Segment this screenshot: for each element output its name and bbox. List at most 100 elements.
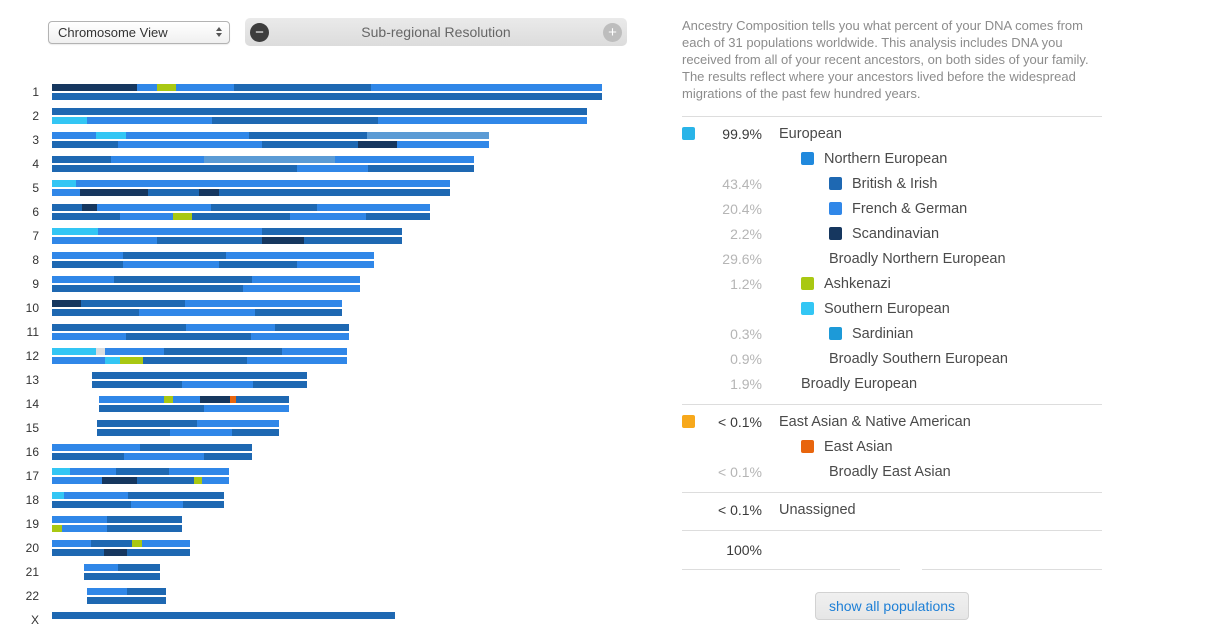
ancestry-segment-bi[interactable]	[365, 213, 430, 220]
ancestry-segment-bi[interactable]	[52, 549, 105, 556]
legend-row[interactable]: < 0.1% Unassigned	[682, 497, 1102, 522]
ancestry-segment-ash[interactable]	[163, 396, 174, 403]
ancestry-segment-ash[interactable]	[52, 525, 63, 532]
legend-row[interactable]: 43.4% British & Irish	[682, 171, 1102, 196]
chromosome-copy-bar[interactable]	[92, 381, 307, 388]
chromosome-copy-bar[interactable]	[52, 324, 349, 331]
ancestry-segment-bi[interactable]	[122, 252, 226, 259]
chromosome-copy-bar[interactable]	[52, 612, 395, 619]
chromosome-copy-bar[interactable]	[52, 468, 229, 475]
chromosome-copy-bar[interactable]	[52, 276, 360, 283]
ancestry-segment-sc[interactable]	[357, 141, 398, 148]
ancestry-segment-bi[interactable]	[126, 588, 166, 595]
ancestry-segment-bi[interactable]	[233, 84, 371, 91]
ancestry-segment-bi[interactable]	[52, 324, 186, 331]
ancestry-segment-fg[interactable]	[173, 396, 200, 403]
ancestry-segment-bi[interactable]	[52, 108, 587, 115]
ancestry-segment-bi[interactable]	[126, 549, 190, 556]
ancestry-segment-bi[interactable]	[368, 165, 474, 172]
ancestry-segment-fg[interactable]	[52, 237, 157, 244]
ancestry-segment-bi[interactable]	[147, 189, 200, 196]
ancestry-segment-bi[interactable]	[106, 516, 182, 523]
ancestry-segment-bi[interactable]	[113, 276, 253, 283]
ancestry-segment-bi[interactable]	[219, 261, 297, 268]
chromosome-copy-bar[interactable]	[52, 117, 587, 124]
ancestry-segment-fg[interactable]	[99, 396, 164, 403]
legend-row[interactable]: Southern European	[682, 296, 1102, 321]
ancestry-segment-fg[interactable]	[84, 564, 119, 571]
ancestry-segment-se[interactable]	[52, 468, 70, 475]
ancestry-segment-bi[interactable]	[90, 540, 133, 547]
ancestry-segment-fg[interactable]	[202, 477, 229, 484]
ancestry-segment-fg[interactable]	[197, 420, 279, 427]
ancestry-segment-fg[interactable]	[282, 348, 347, 355]
ancestry-segment-fg[interactable]	[242, 285, 360, 292]
chromosome-copy-bar[interactable]	[52, 108, 587, 115]
ancestry-segment-bi[interactable]	[52, 309, 139, 316]
chromosome-copy-bar[interactable]	[52, 93, 602, 100]
ancestry-segment-sc[interactable]	[82, 204, 98, 211]
ancestry-segment-fg[interactable]	[316, 204, 430, 211]
ancestry-segment-bi[interactable]	[97, 429, 170, 436]
ancestry-segment-bi[interactable]	[262, 228, 402, 235]
ancestry-segment-fg[interactable]	[52, 516, 107, 523]
ancestry-segment-fg[interactable]	[334, 156, 474, 163]
legend-row[interactable]: 0.9% Broadly Southern European	[682, 346, 1102, 371]
ancestry-segment-bi[interactable]	[52, 453, 124, 460]
ancestry-segment-fg[interactable]	[371, 84, 602, 91]
resolution-increase-button[interactable]: +	[603, 22, 622, 42]
ancestry-segment-bi[interactable]	[52, 213, 121, 220]
legend-row[interactable]: East Asian	[682, 434, 1102, 459]
ancestry-segment-se[interactable]	[52, 492, 65, 499]
ancestry-segment-fg[interactable]	[120, 213, 173, 220]
ancestry-segment-bi[interactable]	[182, 501, 224, 508]
view-mode-select[interactable]: Chromosome View	[48, 20, 230, 44]
ancestry-segment-bi[interactable]	[126, 333, 251, 340]
ancestry-segment-fg[interactable]	[185, 324, 275, 331]
ancestry-segment-fg[interactable]	[182, 381, 254, 388]
ancestry-segment-bi[interactable]	[52, 165, 297, 172]
chromosome-copy-bar[interactable]	[52, 348, 347, 355]
ancestry-segment-se[interactable]	[52, 228, 98, 235]
ancestry-segment-bi[interactable]	[219, 189, 450, 196]
ancestry-segment-fg[interactable]	[141, 540, 190, 547]
chromosome-copy-bar[interactable]	[97, 420, 279, 427]
ancestry-segment-fg[interactable]	[250, 333, 349, 340]
ancestry-segment-bi[interactable]	[231, 429, 279, 436]
ancestry-segment-se[interactable]	[95, 132, 127, 139]
ancestry-segment-bne[interactable]	[366, 132, 489, 139]
ancestry-segment-sc[interactable]	[101, 477, 137, 484]
legend-row[interactable]: < 0.1% Broadly East Asian	[682, 459, 1102, 484]
ancestry-segment-fg[interactable]	[290, 213, 366, 220]
ancestry-segment-se[interactable]	[52, 180, 76, 187]
legend-row[interactable]: 0.3% Sardinian	[682, 321, 1102, 346]
ancestry-segment-bi[interactable]	[92, 381, 183, 388]
ancestry-segment-ash[interactable]	[156, 84, 176, 91]
ancestry-segment-fg[interactable]	[52, 357, 106, 364]
chromosome-copy-bar[interactable]	[52, 141, 489, 148]
ancestry-segment-sc[interactable]	[52, 84, 138, 91]
chromosome-copy-bar[interactable]	[52, 228, 402, 235]
ancestry-segment-fg[interactable]	[117, 141, 262, 148]
ancestry-segment-fg[interactable]	[124, 453, 204, 460]
ancestry-segment-fg[interactable]	[122, 261, 220, 268]
chromosome-copy-bar[interactable]	[87, 588, 166, 595]
ancestry-segment-sc[interactable]	[262, 237, 304, 244]
ancestry-segment-bi[interactable]	[52, 156, 112, 163]
ancestry-segment-bi[interactable]	[255, 309, 342, 316]
ancestry-segment-bi[interactable]	[97, 420, 198, 427]
ancestry-segment-bne[interactable]	[203, 156, 335, 163]
ancestry-segment-fg[interactable]	[105, 348, 165, 355]
ancestry-segment-bi[interactable]	[92, 372, 307, 379]
chromosome-copy-bar[interactable]	[52, 501, 224, 508]
ancestry-segment-ash[interactable]	[132, 540, 142, 547]
ancestry-segment-fg[interactable]	[52, 477, 102, 484]
legend-row[interactable]: 20.4% French & German	[682, 196, 1102, 221]
ancestry-segment-bi[interactable]	[127, 492, 224, 499]
ancestry-segment-se[interactable]	[52, 117, 87, 124]
ancestry-segment-fg[interactable]	[64, 492, 128, 499]
ancestry-segment-bi[interactable]	[52, 285, 243, 292]
chromosome-copy-bar[interactable]	[52, 84, 602, 91]
ancestry-segment-bi[interactable]	[52, 261, 123, 268]
chromosome-copy-bar[interactable]	[52, 189, 450, 196]
